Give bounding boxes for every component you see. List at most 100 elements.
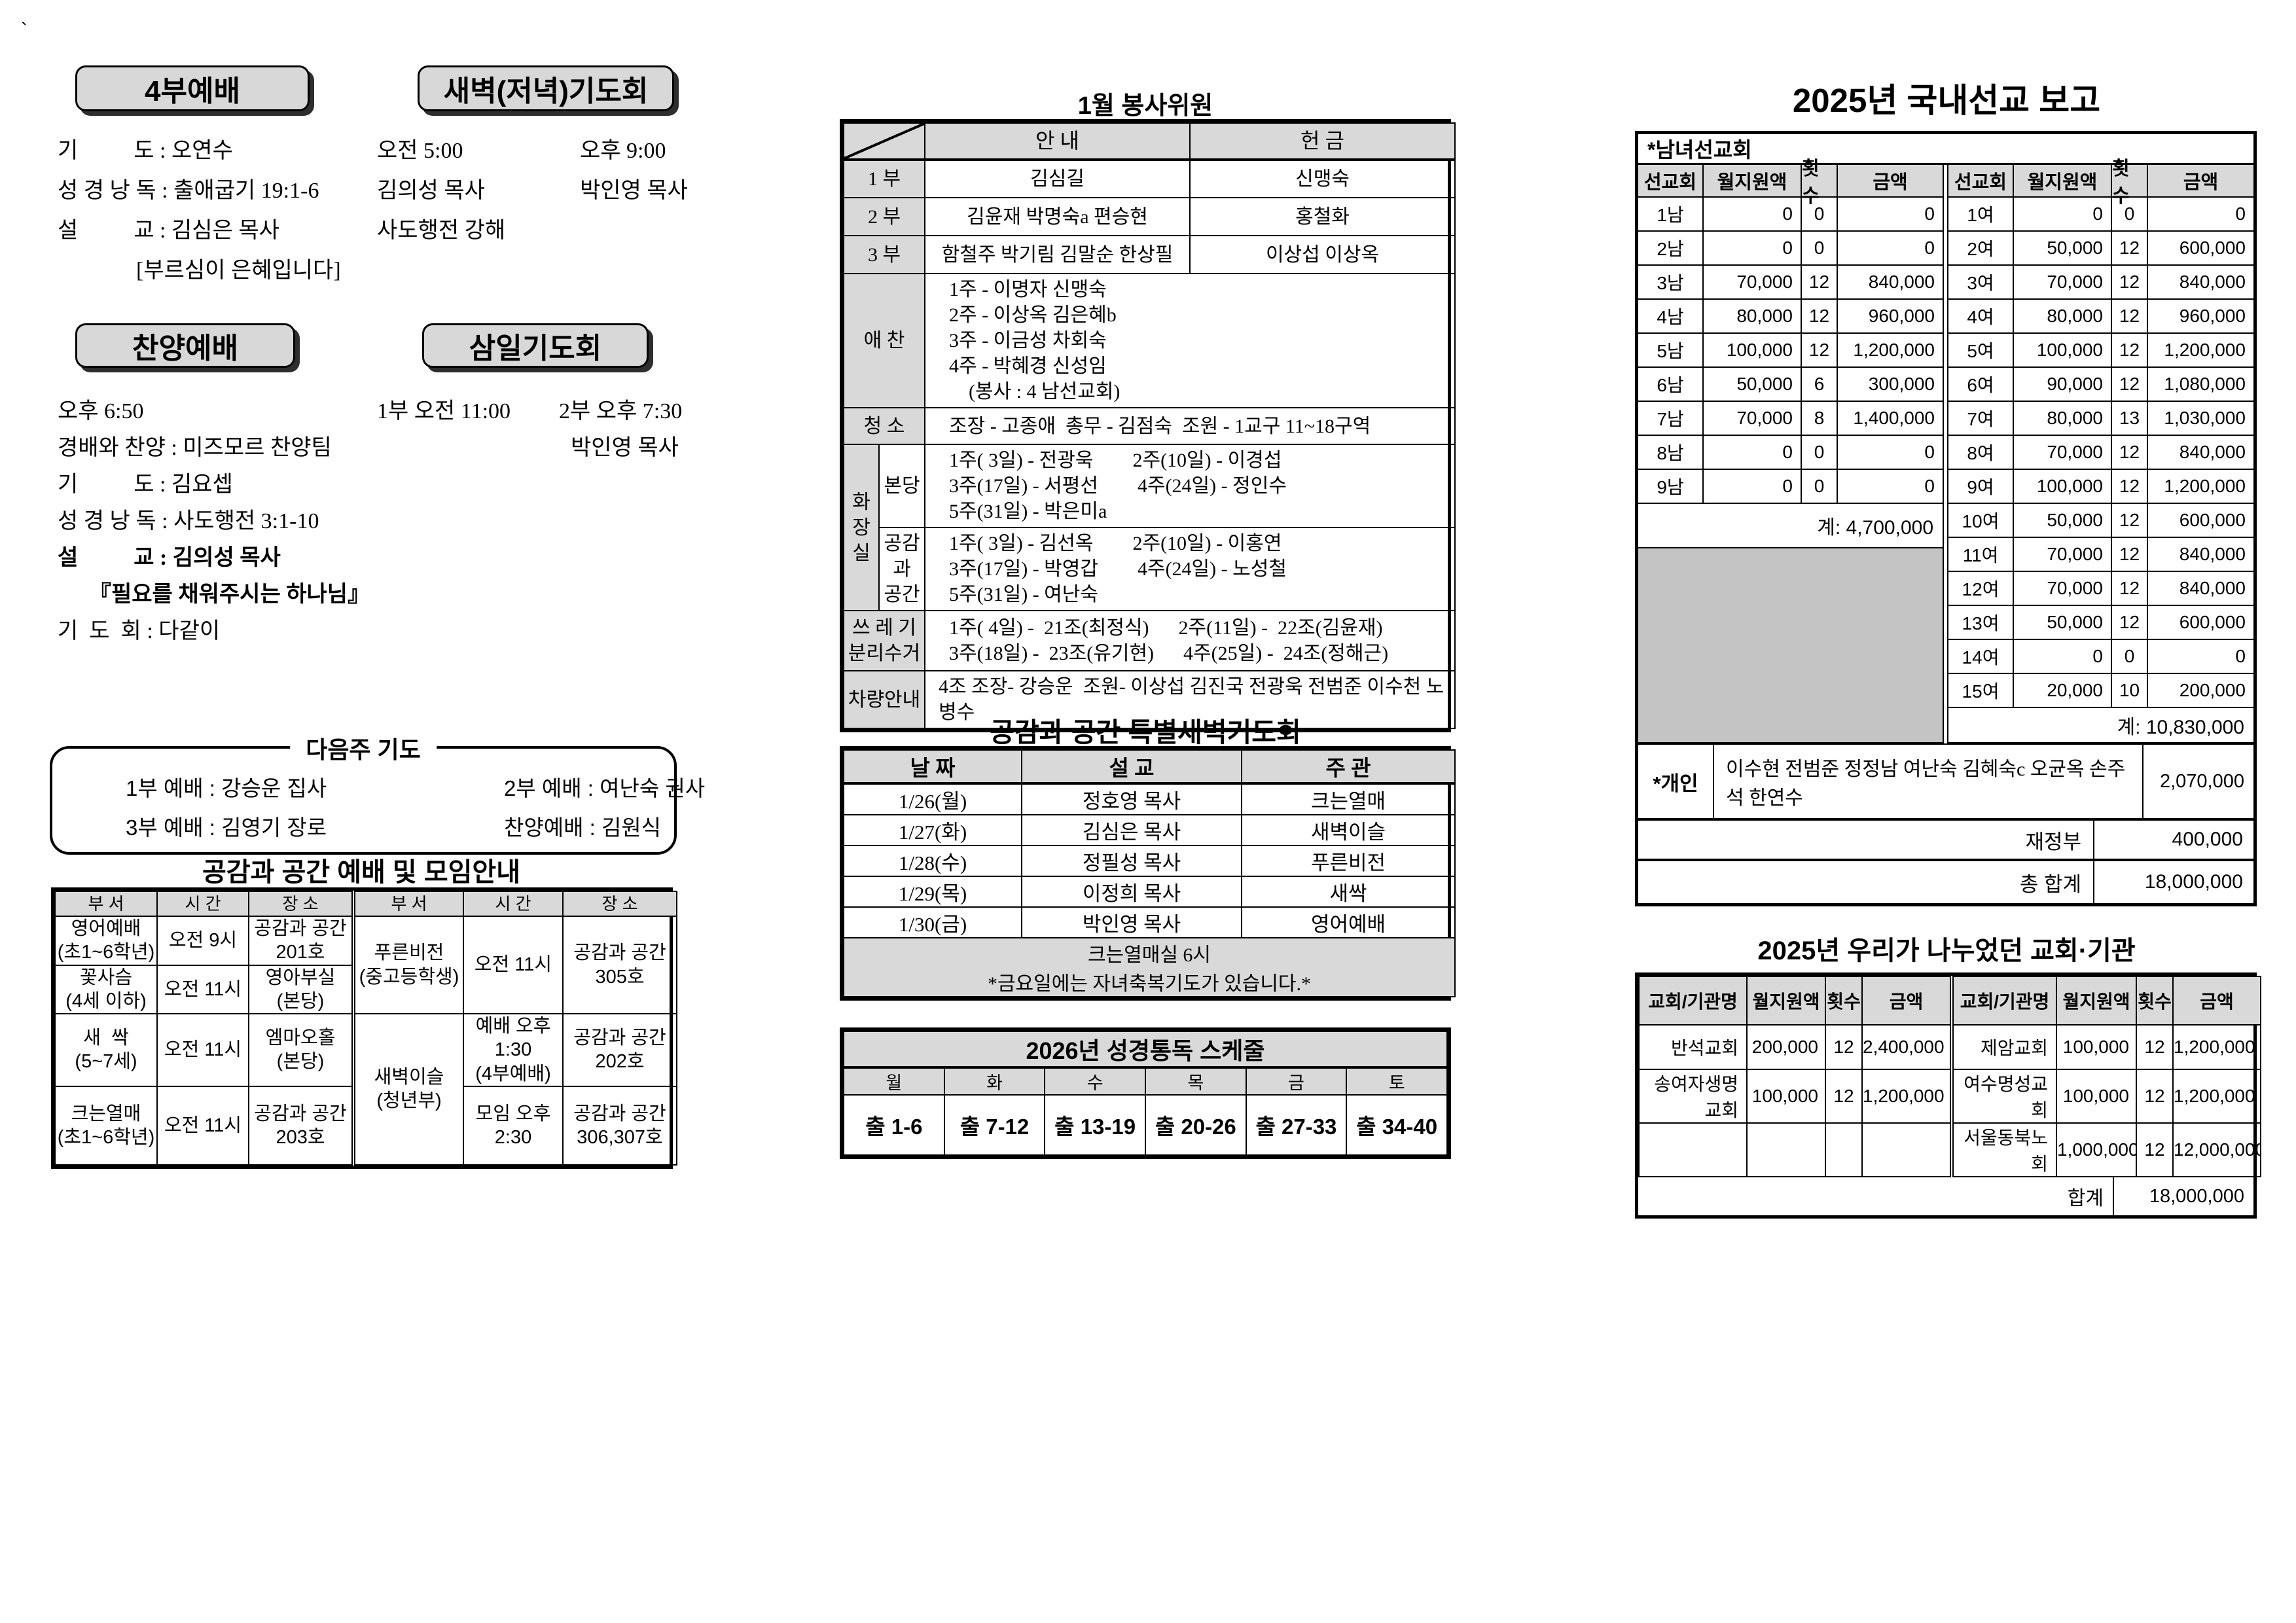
meetings-time: 오전 9시	[156, 916, 249, 966]
mission-women-count: 13	[2112, 402, 2148, 436]
mission-men-count: 0	[1802, 470, 1838, 504]
service4-title-box: 4부예배	[75, 65, 310, 111]
praise-service-title-box: 찬양예배	[75, 323, 295, 368]
mission-men-amount: 0	[1838, 232, 1944, 266]
volunteers-diagonal-cell	[843, 122, 925, 161]
special-dawn-preacher: 김심은 목사	[1021, 814, 1242, 846]
mission-men-name: 4남	[1638, 300, 1704, 334]
mission-women-amount: 1,200,000	[2148, 334, 2253, 368]
special-dawn-date: 1/26(월)	[843, 783, 1022, 815]
mission-women-amount: 840,000	[2148, 538, 2253, 572]
praise-worship-line: 경배와 찬양 : 미즈모르 찬양팀	[58, 435, 332, 460]
mission-women-amount: 200,000	[2148, 674, 2253, 708]
shared-header-monthly-l: 월지원액	[1746, 976, 1826, 1026]
mission-women-total: 계: 10,830,000	[1948, 708, 2253, 743]
shared-support-table: 교회/기관명 월지원액 횟수 금액 교회/기관명 월지원액 횟수 금액 반석교회…	[1635, 972, 2261, 1219]
mission-women-amount: 960,000	[2148, 300, 2253, 334]
mission-women-count: 12	[2112, 572, 2148, 606]
mission-men-count: 12	[1802, 300, 1838, 334]
shared-monthly: 100,000	[2056, 1024, 2137, 1070]
volunteers-cleaning-content: 조장 - 고종애 총무 - 김점숙 조원 - 1교구 11~18구역	[924, 407, 1456, 445]
mission-men-name: 1남	[1638, 198, 1704, 232]
bible-reading: 출 27-33	[1245, 1094, 1348, 1156]
mission-women-count: 12	[2112, 538, 2148, 572]
volunteers-aechan-content: 1주 - 이명자 신맹숙 2주 - 이상옥 김은혜b 3주 - 이금성 차회숙 …	[924, 273, 1456, 408]
meetings-header-dept-l: 부 서	[54, 891, 158, 917]
shared-header-amount-r: 금액	[2172, 976, 2261, 1026]
mission-women-count: 12	[2112, 300, 2148, 334]
mission-grand-total-label: 총 합계	[1638, 861, 2094, 903]
shared-church-name: 송여자생명교회	[1638, 1069, 1748, 1124]
samil-part2-person: 박인영 목사	[571, 435, 679, 460]
volunteers-row-label: 1 부	[843, 159, 925, 198]
special-dawn-date: 1/30(금)	[843, 906, 1022, 938]
shared-monthly	[1746, 1122, 1826, 1177]
mission-men-name: 2남	[1638, 232, 1704, 266]
mission-women-amount: 600,000	[2148, 232, 2253, 266]
samil-prayer-title-box: 삼일기도회	[422, 323, 649, 368]
mission-women-monthly: 50,000	[2014, 504, 2112, 538]
meetings-time: 오전 11시	[156, 1085, 249, 1166]
mission-women-monthly: 50,000	[2014, 606, 2112, 640]
mission-women-count: 12	[2112, 470, 2148, 504]
mission-women-monthly: 90,000	[2014, 368, 2112, 402]
mission-women-monthly: 100,000	[2014, 334, 2112, 368]
mission-women-monthly: 20,000	[2014, 674, 2112, 708]
mission-personal-amount: 2,070,000	[2159, 770, 2244, 792]
meetings-place: 엠마오홀 (본당)	[248, 1013, 354, 1087]
volunteers-restroom-annex-label: 공감과 공간	[878, 527, 925, 611]
shared-count: 12	[2136, 1069, 2174, 1124]
bible-day: 월	[843, 1067, 945, 1096]
mission-men-name: 3남	[1638, 266, 1704, 300]
mission-men-monthly: 0	[1704, 436, 1802, 470]
shared-amount: 1,200,000	[2172, 1069, 2261, 1124]
mission-women-count: 12	[2112, 368, 2148, 402]
volunteers-vehicle-label: 차량안내	[843, 670, 925, 729]
mission-women-count: 12	[2112, 334, 2148, 368]
bible-day: 금	[1245, 1067, 1348, 1096]
mission-women-name: 1여	[1948, 198, 2014, 232]
shared-monthly: 100,000	[1746, 1069, 1826, 1124]
volunteers-vehicle-content: 4조 조장- 강승운 조원- 이상섭 김진국 전광욱 전범준 이수천 노병수	[924, 670, 1456, 729]
mission-men-name: 5남	[1638, 334, 1704, 368]
mission-men-monthly: 80,000	[1704, 300, 1802, 334]
mission-men-amount: 1,400,000	[1838, 402, 1944, 436]
meetings-dept: 크는열매 (초1~6학년)	[54, 1085, 158, 1166]
meetings-youth-place: 공감과 공간 305호	[562, 916, 677, 1014]
mission-men-filler	[1638, 548, 1944, 743]
mission-men-monthly: 50,000	[1704, 368, 1802, 402]
mission-men-count: 0	[1802, 232, 1838, 266]
mission-women-amount: 840,000	[2148, 266, 2253, 300]
meetings-youngadult-worship-time: 예배 오후 1:30 (4부예배)	[463, 1013, 564, 1087]
mission-men-amount: 0	[1838, 436, 1944, 470]
shared-amount: 12,000,000	[2172, 1122, 2261, 1177]
meetings-header-dept-r: 부 서	[351, 891, 464, 917]
volunteers-restroom-label: 화 장 실	[843, 444, 880, 611]
volunteers-recycling-label: 쓰 레 기 분리수거	[843, 610, 925, 671]
special-dawn-host: 크는열매	[1241, 783, 1456, 815]
bible-reading: 출 34-40	[1346, 1094, 1448, 1156]
mission-personal-label: *개인	[1638, 745, 1714, 818]
volunteers-offering: 홍철화	[1189, 197, 1456, 236]
bible-reading-title: 2026년 성경통독 스케줄	[843, 1031, 1448, 1069]
volunteers-offering: 이상섭 이상옥	[1189, 235, 1456, 274]
shared-header-count-l: 횟수	[1825, 976, 1863, 1026]
shared-count: 12	[1825, 1024, 1863, 1070]
mission-women-count: 0	[2112, 198, 2148, 232]
next-week-list: 1부 예배 : 강승운 집사 2부 예배 : 여난숙 권사 3부 예배 : 김영…	[52, 749, 705, 842]
meetings-dept: 꽃사슴 (4세 이하)	[54, 964, 158, 1014]
mission-women-name: 6여	[1948, 368, 2014, 402]
mission-halves: 선교회 월지원액 횟수 금액 1남 0 0 0 2남 0 0 0 3남 70,0…	[1638, 158, 2253, 743]
mission-header: 횟수	[1802, 158, 1838, 207]
mission-grand-total-amount: 18,000,000	[2144, 871, 2243, 893]
volunteers-aechan-label: 애 찬	[843, 273, 925, 408]
meetings-youth-dept: 푸른비전 (중고등학생)	[351, 916, 464, 1014]
mission-women-count: 12	[2112, 436, 2148, 470]
volunteers-restroom-mainhall-content: 1주( 3일) - 전광욱 2주(10일) - 이경섭 3주(17일) - 서평…	[924, 444, 1456, 528]
meetings-youngadult-worship-place: 공감과 공간 202호	[562, 1013, 677, 1087]
meetings-youth-time: 오전 11시	[463, 916, 564, 1014]
shared-amount: 2,400,000	[1861, 1024, 1952, 1070]
mission-women-amount: 1,030,000	[2148, 402, 2253, 436]
bible-reading: 출 1-6	[843, 1094, 945, 1156]
special-dawn-table: 날 짜 설 교 주 관 1/26(월) 정호영 목사 크는열매 1/27(화) …	[840, 746, 1456, 1001]
